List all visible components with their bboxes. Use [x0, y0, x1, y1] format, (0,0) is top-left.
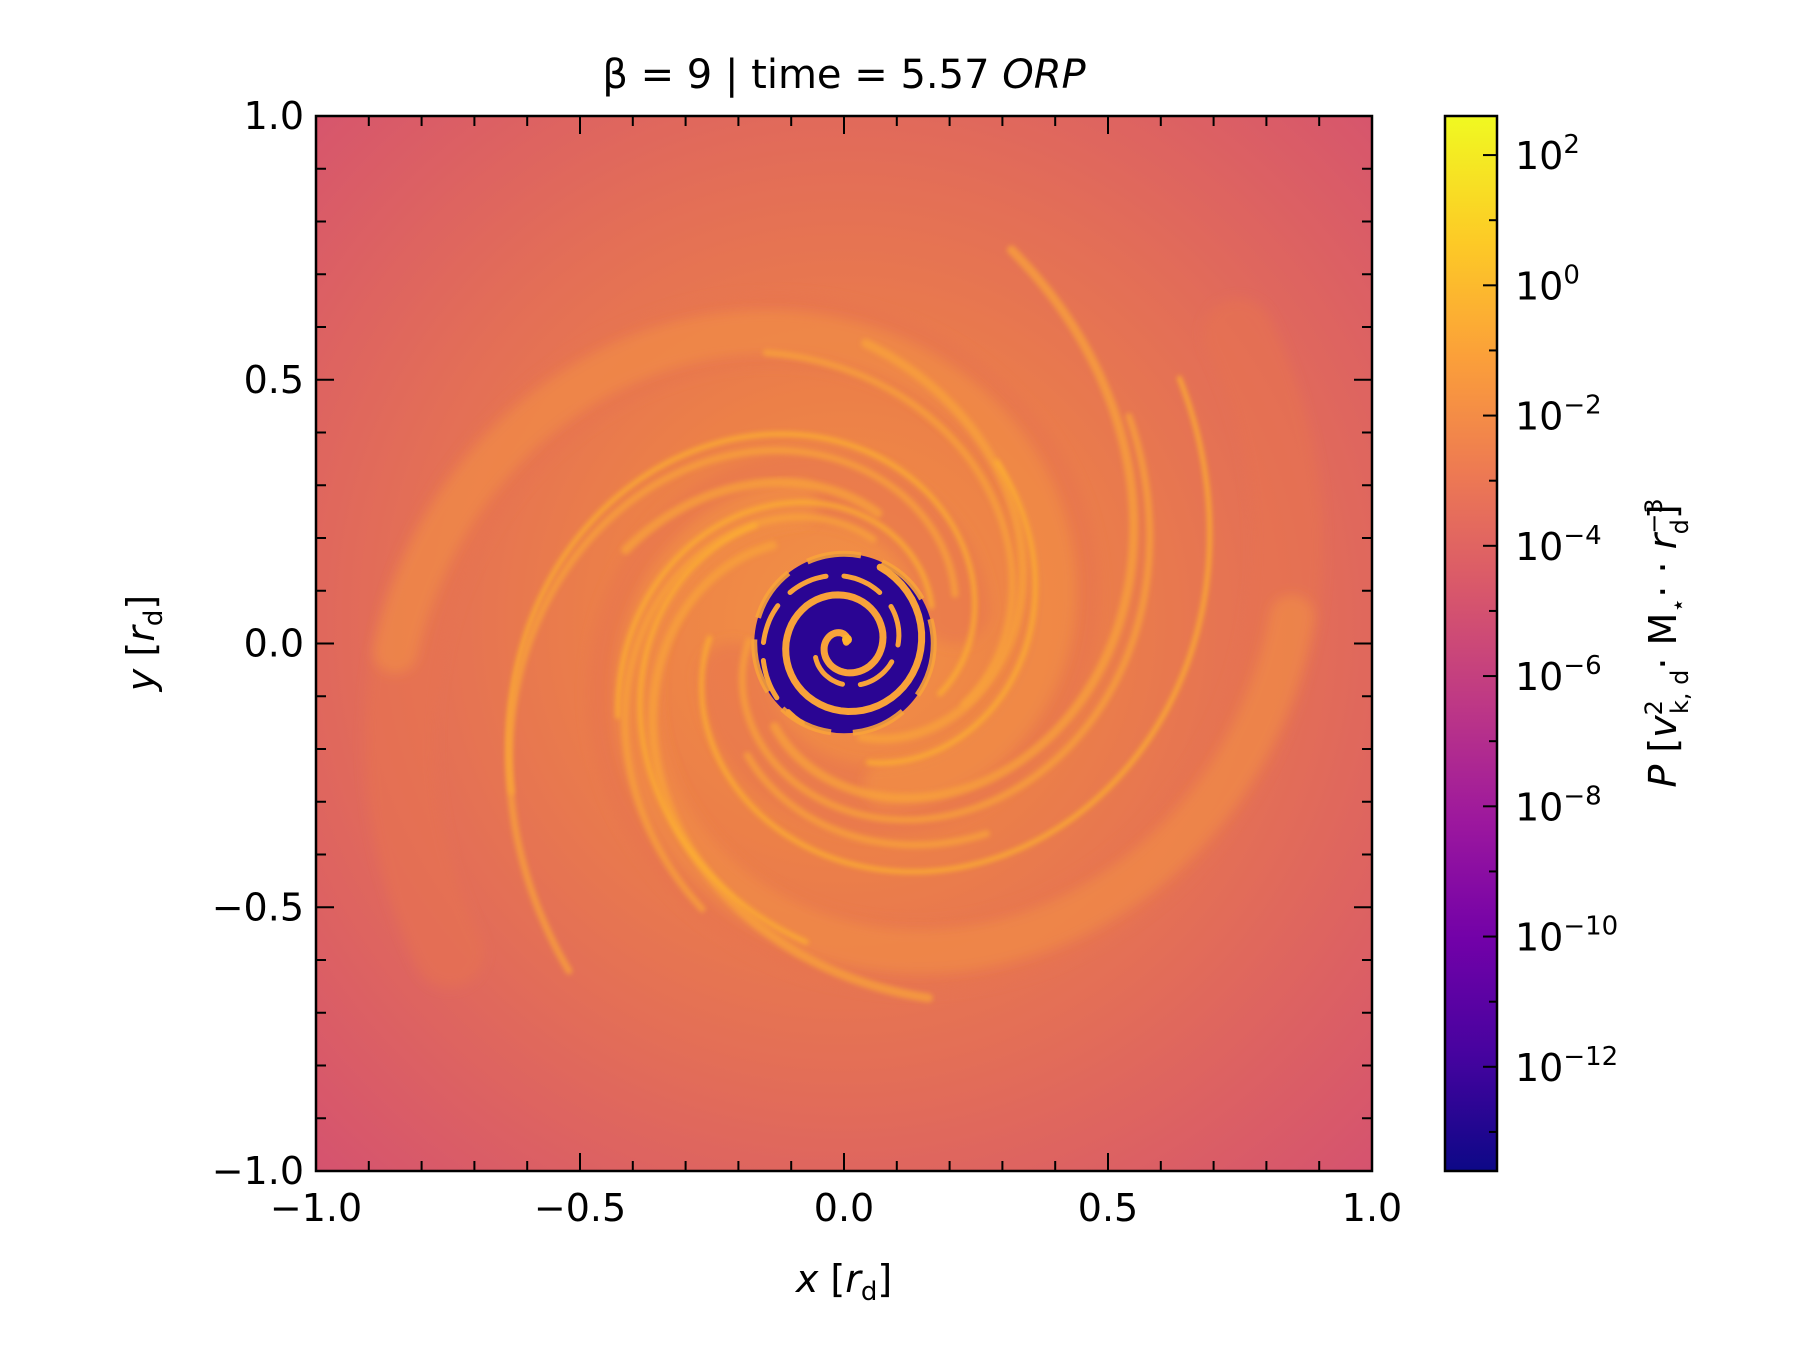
- colorbar-ticks: 102 100 10−2 10−4 10−6 10−8 10−10 10−12: [1483, 130, 1618, 1133]
- x-tick-label: 0.5: [1078, 1186, 1138, 1230]
- spiral-filament: [762, 349, 1016, 708]
- y-axis-label: y [rd]: [119, 595, 169, 692]
- title-emph: ORP: [1002, 52, 1086, 98]
- y-tick-label: −1.0: [212, 1149, 304, 1193]
- x-tick-labels: −1.0 −0.5 0.0 0.5 1.0: [270, 1186, 1402, 1230]
- colorbar-tick-label: 10−12: [1515, 1042, 1618, 1090]
- colorbar-tick-label: 10−4: [1515, 521, 1602, 569]
- y-tick-labels: 1.0 0.5 0.0 −0.5 −1.0: [212, 94, 304, 1193]
- spiral-filament: [770, 245, 1139, 803]
- spiral-filament: [621, 477, 883, 555]
- x-tick-label: −1.0: [270, 1186, 362, 1230]
- colorbar-tick-label: 10−6: [1515, 651, 1602, 699]
- spiral-filament: [866, 459, 1038, 766]
- spiral-filament: [857, 338, 1028, 744]
- colorbar-tick-label: 10−10: [1515, 912, 1618, 960]
- spiral-arms: [365, 245, 1323, 1003]
- y-tick-label: 0.0: [244, 622, 304, 666]
- colorbar-tick-label: 102: [1515, 130, 1580, 178]
- spiral-filament: [505, 446, 959, 975]
- core-rim: [751, 550, 937, 737]
- spiral-filament: [743, 751, 990, 849]
- y-tick-label: 1.0: [244, 94, 304, 138]
- core-spiral-outer: [760, 573, 902, 726]
- y-tick-label: −0.5: [212, 885, 304, 929]
- spiral-filament: [615, 499, 934, 720]
- title-prefix: β = 9 | time = 5.57: [602, 52, 1002, 98]
- spiral-filament: [621, 513, 877, 913]
- spiral-filament: [648, 540, 933, 1003]
- x-axis-label: x [rd]: [795, 1257, 892, 1307]
- x-tick-label: 1.0: [1342, 1186, 1402, 1230]
- heatmap-field: [316, 116, 1372, 1171]
- spiral-filament: [637, 523, 809, 945]
- spiral-filament: [698, 375, 1213, 875]
- colorbar-tick-label: 10−8: [1515, 781, 1602, 829]
- inner-core: [751, 550, 937, 737]
- y-tick-label: 0.5: [244, 358, 304, 402]
- spiral-filament: [738, 412, 1154, 824]
- x-tick-label: 0.0: [814, 1186, 874, 1230]
- colorbar: [1443, 114, 1499, 1173]
- spiral-filament: [505, 431, 978, 795]
- spiral-arm-diffuse: [372, 309, 1077, 808]
- colorbar-tick-label: 10−2: [1515, 391, 1602, 439]
- x-tick-label: −0.5: [534, 1186, 626, 1230]
- chart-title: β = 9 | time = 5.57 ORP: [602, 52, 1086, 98]
- core-spiral: [782, 563, 926, 716]
- colorbar-label: P [v2k, d· M⋆· · r−3d]: [1640, 498, 1694, 787]
- core-center: [842, 634, 852, 645]
- colorbar-tick-label: 100: [1515, 260, 1580, 308]
- axis-ticks: [315, 115, 1373, 1172]
